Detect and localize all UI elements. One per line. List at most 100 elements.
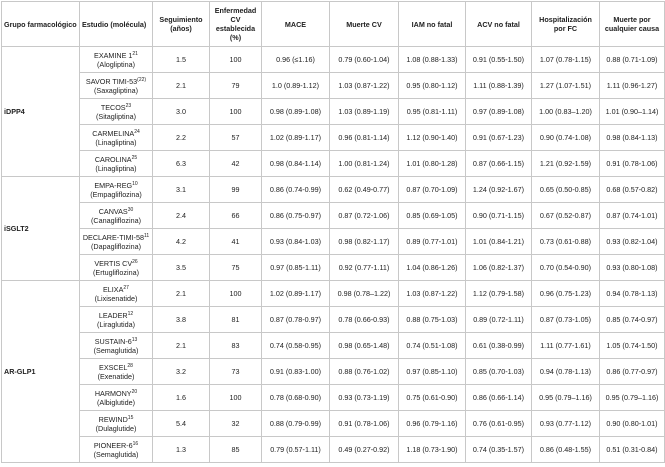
value-cell: 0.76 (0.61-0.95) <box>465 410 532 437</box>
study-cell: DECLARE-TIMI-5811 (Dapagliflozina) <box>79 228 153 255</box>
study-ref: 24 <box>134 128 140 135</box>
study-molecule: (Empagliflozina) <box>90 189 142 199</box>
value-cell: 0.62 (0.49-0.77) <box>329 176 399 203</box>
value-cell: 0.95 (0.80-1.12) <box>398 72 466 99</box>
study-ref: 16 <box>132 440 139 447</box>
study-molecule: (Semaglutida) <box>93 345 139 355</box>
value-cell: 0.87 (0.70-1.09) <box>398 176 466 203</box>
study-molecule: (Canagliflozina) <box>91 215 141 225</box>
value-cell: 2.2 <box>152 124 210 151</box>
study-molecule: (Alogliptina) <box>97 59 135 69</box>
value-cell: 1.02 (0.89-1.17) <box>261 124 330 151</box>
value-cell: 0.67 (0.52-0.87) <box>531 202 600 229</box>
value-cell: 0.78 (0.68-0.90) <box>261 384 330 411</box>
value-cell: 100 <box>209 384 262 411</box>
header-cell: Seguimiento (años) <box>152 1 210 47</box>
value-cell: 0.97 (0.89-1.08) <box>465 98 532 125</box>
value-cell: 0.86 (0.48-1.55) <box>531 436 600 463</box>
value-cell: 1.01 (0.84-1.21) <box>465 228 532 255</box>
value-cell: 1.24 (0.92-1.67) <box>465 176 532 203</box>
study-row: HARMONY20 (Albiglutide) 1.6 100 0.78 (0.68-0… <box>2 384 665 411</box>
value-cell: 0.98 (0.65-1.48) <box>329 332 399 359</box>
study-ref: 20 <box>131 388 138 395</box>
study-molecule: (Ertugliflozina) <box>93 267 139 277</box>
study-name: EXAMINE 1 <box>94 50 133 60</box>
value-cell: 1.03 (0.89-1.19) <box>329 98 399 125</box>
study-name: EXSCEL <box>99 362 128 372</box>
value-cell: 0.95 (0.81-1.11) <box>398 98 466 125</box>
study-ref: 12 <box>127 310 134 317</box>
table-header: Grupo farmacológico Estudio (molécula) Seg… <box>1 1 665 47</box>
value-cell: 0.98 (0.89-1.08) <box>261 98 330 125</box>
value-cell: 3.1 <box>152 176 210 203</box>
study-name: CANVAS <box>98 206 128 216</box>
study-molecule: (Liraglutida) <box>97 319 135 329</box>
value-cell: 1.08 (0.88-1.33) <box>398 46 466 73</box>
study-cell: SUSTAIN-613 (Semaglutida) <box>79 332 153 359</box>
value-cell: 1.00 (0.83–1.20) <box>531 98 600 125</box>
value-cell: 0.93 (0.82-1.04) <box>599 228 665 255</box>
value-cell: 0.93 (0.73-1.19) <box>329 384 399 411</box>
value-cell: 0.88 (0.75-1.03) <box>398 306 466 333</box>
value-cell: 0.75 (0.61-0.90) <box>398 384 466 411</box>
value-cell: 0.96 (0.79-1.16) <box>398 410 466 437</box>
value-cell: 0.79 (0.57-1.11) <box>261 436 330 463</box>
value-cell: 1.3 <box>152 436 210 463</box>
study-row: VERTIS CV26 (Ertugliflozina) 3.5 75 0.97 (0.… <box>2 254 665 281</box>
value-cell: 0.90 (0.80-1.01) <box>599 410 665 437</box>
study-molecule: (Albiglutide) <box>97 397 135 407</box>
value-cell: 0.85 (0.74-0.97) <box>599 306 665 333</box>
study-cell: HARMONY20 (Albiglutide) <box>79 384 153 411</box>
study-row: CANVAS30 (Canagliflozina) 2.4 66 0.86 (0.75-… <box>2 202 665 229</box>
value-cell: 6.3 <box>152 150 210 177</box>
value-cell: 100 <box>209 98 262 125</box>
study-name: LEADER <box>98 310 128 320</box>
study-name: VERTIS CV <box>94 258 133 268</box>
study-cell: ELIXA27 (Lixisenatide) <box>79 280 153 307</box>
group-cell: iDPP4 <box>1 46 80 177</box>
study-molecule: (Sitagliptina) <box>96 111 136 121</box>
value-cell: 0.73 (0.61-0.88) <box>531 228 600 255</box>
value-cell: 3.5 <box>152 254 210 281</box>
study-molecule: (Linagliptina) <box>95 137 137 147</box>
header-cell: MACE <box>261 1 330 47</box>
study-ref: 23 <box>125 102 132 109</box>
value-cell: 0.95 (0.79–1.16) <box>599 384 665 411</box>
study-row: iDPP4 EXAMINE 121 (Alogliptina) 1.5 100 0.96 … <box>1 46 665 177</box>
value-cell: 0.87 (0.66-1.15) <box>465 150 532 177</box>
value-cell: 0.98 (0.78–1.22) <box>329 280 399 307</box>
value-cell: 0.94 (0.78-1.13) <box>531 358 600 385</box>
value-cell: 1.03 (0.87-1.22) <box>329 72 399 99</box>
header-cell: Enfermedad CV establecida (%) <box>209 1 262 47</box>
value-cell: 1.11 (0.88-1.39) <box>465 72 532 99</box>
study-cell: VERTIS CV26 (Ertugliflozina) <box>79 254 153 281</box>
header-cell: Grupo farmacológico <box>1 1 80 47</box>
table-body: iDPP4 EXAMINE 121 (Alogliptina) 1.5 100 0.96 … <box>1 46 665 463</box>
group-cell: AR-GLP1 <box>1 280 80 463</box>
study-ref: 28 <box>127 362 133 369</box>
header-cell: ACV no fatal <box>465 1 532 47</box>
value-cell: 4.2 <box>152 228 210 255</box>
value-cell: 0.78 (0.66-0.93) <box>329 306 399 333</box>
value-cell: 0.92 (0.77-1.11) <box>329 254 399 281</box>
value-cell: 1.0 (0.89-1.12) <box>261 72 330 99</box>
value-cell: 0.91 (0.78-1.06) <box>329 410 399 437</box>
study-name: REWIND <box>98 414 128 424</box>
study-name: CARMELINA <box>92 128 135 138</box>
study-cell: CANVAS30 (Canagliflozina) <box>79 202 153 229</box>
study-row: SAVOR TIMI-53(22) (Saxagliptina) 2.1 79 1.0 … <box>2 72 665 99</box>
value-cell: 1.21 (0.92-1.59) <box>531 150 600 177</box>
value-cell: 2.1 <box>152 332 210 359</box>
value-cell: 0.88 (0.76-1.02) <box>329 358 399 385</box>
study-cell: PIONEER-616 (Semaglutida) <box>79 436 153 463</box>
study-cell: EXAMINE 121 (Alogliptina) <box>79 46 153 73</box>
value-cell: 0.97 (0.85-1.11) <box>261 254 330 281</box>
value-cell: 0.74 (0.51-1.08) <box>398 332 466 359</box>
value-cell: 3.0 <box>152 98 210 125</box>
study-row: LEADER12 (Liraglutida) 3.8 81 0.87 (0.78-0.9… <box>2 306 665 333</box>
value-cell: 0.85 (0.70-1.03) <box>465 358 532 385</box>
value-cell: 1.02 (0.89-1.17) <box>261 280 330 307</box>
value-cell: 32 <box>209 410 262 437</box>
value-cell: 0.89 (0.77-1.01) <box>398 228 466 255</box>
